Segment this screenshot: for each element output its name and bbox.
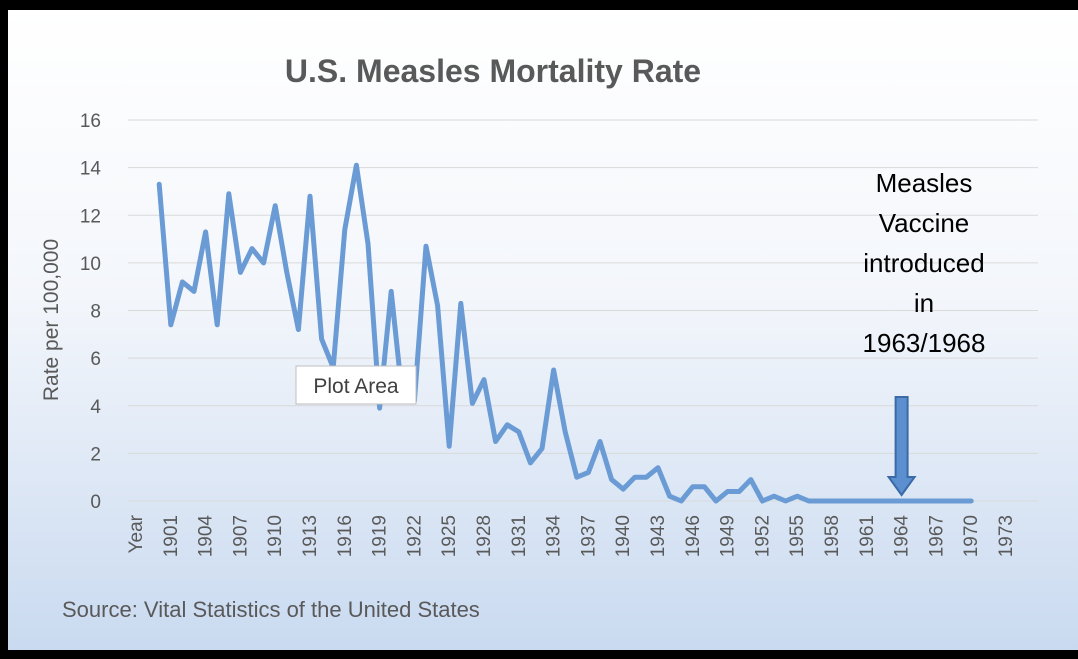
- chart-title: U.S. Measles Mortality Rate: [285, 53, 701, 89]
- x-tick-label-1931: 1931: [509, 515, 530, 557]
- tooltip-box: [295, 365, 417, 405]
- x-tick-label-1970: 1970: [961, 515, 982, 557]
- y-tick-label-2: 2: [90, 444, 101, 465]
- plot-area-tooltip: Plot Area: [295, 365, 417, 405]
- x-tick-label-1919: 1919: [370, 515, 391, 557]
- y-tick-label-10: 10: [80, 254, 101, 275]
- chart-area[interactable]: U.S. Measles Mortality Rate 0 2 4 6 8 10 12 14 1…: [8, 10, 1078, 650]
- series-group: [156, 162, 974, 504]
- y-axis-ticks: 0 2 4 6 8 10 12 14 16: [80, 111, 102, 513]
- x-tick-label-1916: 1916: [335, 515, 356, 557]
- tooltip-label: Plot Area: [313, 375, 399, 398]
- y-tick-label-16: 16: [80, 111, 101, 132]
- x-tick-label-1922: 1922: [404, 515, 425, 557]
- x-tick-label-1949: 1949: [718, 515, 739, 557]
- x-tick-label-1913: 1913: [300, 515, 321, 557]
- x-tick-label-1940: 1940: [613, 515, 634, 557]
- y-tick-label-4: 4: [90, 397, 101, 418]
- y-tick-label-0: 0: [90, 492, 101, 513]
- y-tick-label-8: 8: [90, 302, 101, 323]
- annotation-line-2: introduced: [863, 248, 984, 278]
- annotation-line-0: Measles: [876, 168, 973, 198]
- x-tick-label-1961: 1961: [857, 515, 878, 557]
- x-tick-label-1946: 1946: [683, 515, 704, 557]
- y-tick-label-6: 6: [90, 349, 101, 370]
- x-tick-label-1928: 1928: [474, 515, 495, 557]
- x-tick-label-1934: 1934: [544, 515, 565, 558]
- annotation-line-3: in: [914, 288, 934, 318]
- annotation-line-4: 1963/1968: [863, 328, 986, 358]
- x-tick-label-1964: 1964: [892, 515, 913, 558]
- x-tick-label-1952: 1952: [752, 515, 773, 557]
- x-tick-label-1910: 1910: [265, 515, 286, 557]
- x-tick-label-1907: 1907: [230, 515, 251, 557]
- x-axis-ticks: Year 1901 1904 1907 1910 1913 1916 1919 1922 1925…: [126, 514, 1017, 557]
- x-tick-label-1967: 1967: [926, 515, 947, 557]
- series-line-0: [156, 162, 974, 504]
- x-tick-label-1973: 1973: [996, 515, 1017, 557]
- source-note: Source: Vital Statistics of the United S…: [62, 597, 480, 622]
- x-tick-label-year: Year: [126, 514, 147, 553]
- vaccine-arrow: [886, 396, 917, 497]
- x-tick-label-1904: 1904: [196, 515, 217, 558]
- x-tick-label-1955: 1955: [787, 515, 808, 557]
- x-tick-label-1937: 1937: [578, 515, 599, 557]
- x-tick-label-1925: 1925: [439, 515, 460, 557]
- x-tick-label-1901: 1901: [161, 515, 182, 557]
- vaccine-annotation: Measles Vaccine introduced in 1963/1968: [863, 168, 986, 497]
- chart-svg: U.S. Measles Mortality Rate 0 2 4 6 8 10 12 14 1…: [40, 53, 1038, 622]
- gridlines: [128, 119, 1038, 502]
- x-tick-label-1958: 1958: [822, 515, 843, 557]
- y-axis-label: Rate per 100,000: [40, 239, 63, 401]
- annotation-line-1: Vaccine: [879, 208, 970, 238]
- y-tick-label-12: 12: [80, 206, 101, 227]
- x-tick-label-1943: 1943: [648, 515, 669, 557]
- y-tick-label-14: 14: [80, 159, 102, 180]
